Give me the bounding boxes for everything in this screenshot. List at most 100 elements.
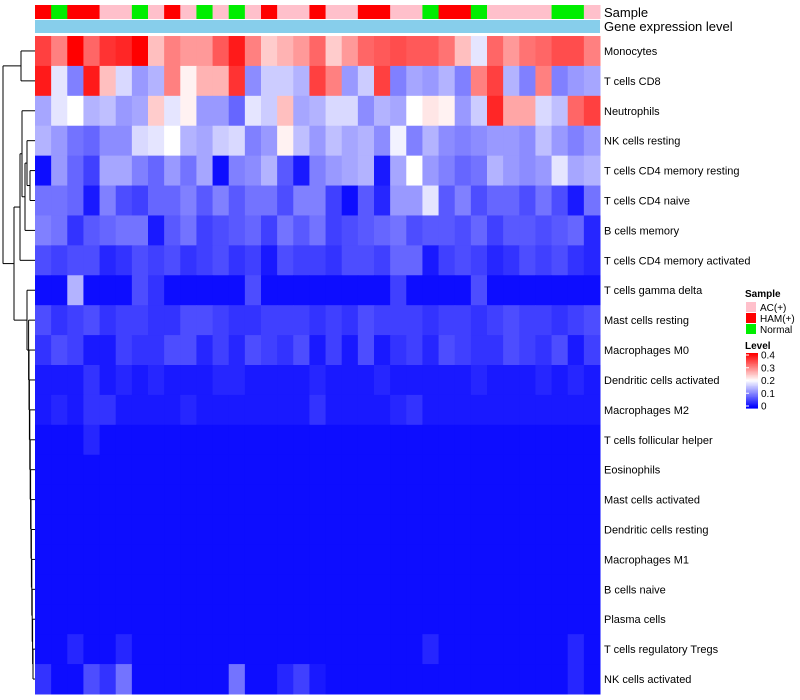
heatmap-cell: [309, 335, 327, 366]
heatmap-cell: [487, 514, 504, 545]
heatmap-cells: [35, 36, 601, 695]
heatmap-cell: [438, 574, 456, 605]
legend-gradient-step: [746, 383, 758, 386]
heatmap-cell: [406, 634, 423, 665]
heatmap-cell: [454, 365, 472, 396]
heatmap-cell: [406, 155, 423, 187]
heatmap-cell: [228, 215, 246, 246]
heatmap-cell: [325, 305, 343, 336]
heatmap-cell: [519, 604, 536, 635]
heatmap-cell: [309, 245, 327, 276]
legend-tick-label: 0.4: [761, 351, 775, 362]
heatmap-cell: [293, 155, 310, 187]
legend-gradient-step: [746, 365, 758, 368]
heatmap-cell: [583, 305, 601, 336]
heatmap-cell: [390, 185, 407, 216]
heatmap-cell: [196, 544, 214, 575]
row-label: Mast cells resting: [604, 315, 689, 327]
heatmap-cell: [487, 65, 504, 97]
heatmap-cell: [583, 394, 601, 426]
heatmap-cell: [583, 664, 601, 695]
heatmap-cell: [67, 365, 84, 396]
heatmap-cell: [212, 544, 230, 575]
heatmap-cell: [35, 484, 52, 516]
heatmap-cell: [244, 245, 262, 276]
heatmap-cell: [131, 305, 149, 336]
heatmap-cell: [51, 604, 68, 635]
heatmap-cell: [131, 454, 149, 486]
heatmap-cell: [325, 604, 343, 635]
heatmap-cell: [503, 394, 520, 426]
heatmap-cell: [583, 544, 601, 575]
heatmap-cell: [212, 664, 230, 695]
heatmap-cell: [67, 604, 84, 635]
heatmap-cell: [244, 514, 262, 545]
heatmap-cell: [115, 125, 133, 157]
heatmap-cell: [503, 36, 520, 67]
sample-cell: [67, 5, 84, 19]
heatmap-cell: [261, 514, 278, 545]
heatmap-cell: [180, 604, 197, 635]
heatmap-cell: [148, 215, 165, 246]
heatmap-cell: [83, 544, 101, 575]
heatmap-cell: [244, 574, 262, 605]
heatmap-cell: [406, 394, 423, 426]
sample-cell: [454, 5, 472, 19]
heatmap-cell: [51, 574, 68, 605]
heatmap-cell: [341, 424, 359, 456]
heatmap-cell: [244, 424, 262, 456]
heatmap-cell: [535, 36, 553, 67]
row-label: Macrophages M2: [604, 405, 689, 417]
heatmap-cell: [390, 245, 407, 276]
heatmap-cell: [374, 245, 391, 276]
heatmap-cell: [309, 365, 327, 396]
heatmap-cell: [148, 335, 165, 366]
heatmap-cell: [261, 484, 278, 516]
heatmap-cell: [164, 215, 181, 246]
level-legend-title: Level: [745, 341, 771, 352]
heatmap-cell: [567, 424, 585, 456]
heatmap-cell: [470, 634, 488, 665]
row-label: T cells regulatory Tregs: [604, 644, 719, 656]
heatmap-cell: [309, 424, 327, 456]
heatmap-cell: [228, 574, 246, 605]
heatmap-cell: [357, 664, 375, 695]
heatmap-cell: [277, 125, 294, 157]
heatmap-cell: [164, 394, 181, 426]
heatmap-cell: [438, 36, 456, 67]
heatmap-cell: [535, 454, 553, 486]
heatmap-cell: [293, 365, 310, 396]
heatmap-cell: [261, 185, 278, 216]
heatmap-cell: [357, 454, 375, 486]
heatmap-cell: [519, 514, 536, 545]
heatmap-cell: [309, 36, 327, 67]
heatmap-cell: [390, 275, 407, 306]
heatmap-cell: [470, 275, 488, 306]
heatmap-cell: [196, 185, 214, 216]
heatmap-cell: [309, 634, 327, 665]
heatmap-cell: [438, 305, 456, 336]
heatmap-cell: [293, 604, 310, 635]
heatmap-cell: [567, 95, 585, 127]
heatmap-cell: [341, 544, 359, 575]
heatmap-cell: [164, 484, 181, 516]
heatmap-cell: [164, 514, 181, 545]
heatmap-cell: [438, 514, 456, 545]
heatmap-cell: [35, 215, 52, 246]
heatmap-cell: [406, 454, 423, 486]
heatmap-cell: [148, 394, 165, 426]
heatmap-cell: [309, 275, 327, 306]
heatmap-cell: [115, 36, 133, 67]
heatmap-cell: [454, 454, 472, 486]
heatmap-cell: [99, 664, 117, 695]
heatmap-cell: [212, 305, 230, 336]
heatmap-cell: [51, 424, 68, 456]
row-label: B cells naive: [604, 584, 666, 596]
heatmap-cell: [325, 394, 343, 426]
heatmap-cell: [261, 424, 278, 456]
heatmap-cell: [131, 185, 149, 216]
heatmap-cell: [341, 125, 359, 157]
heatmap-cell: [309, 185, 327, 216]
heatmap-cell: [551, 36, 569, 67]
heatmap-cell: [406, 305, 423, 336]
